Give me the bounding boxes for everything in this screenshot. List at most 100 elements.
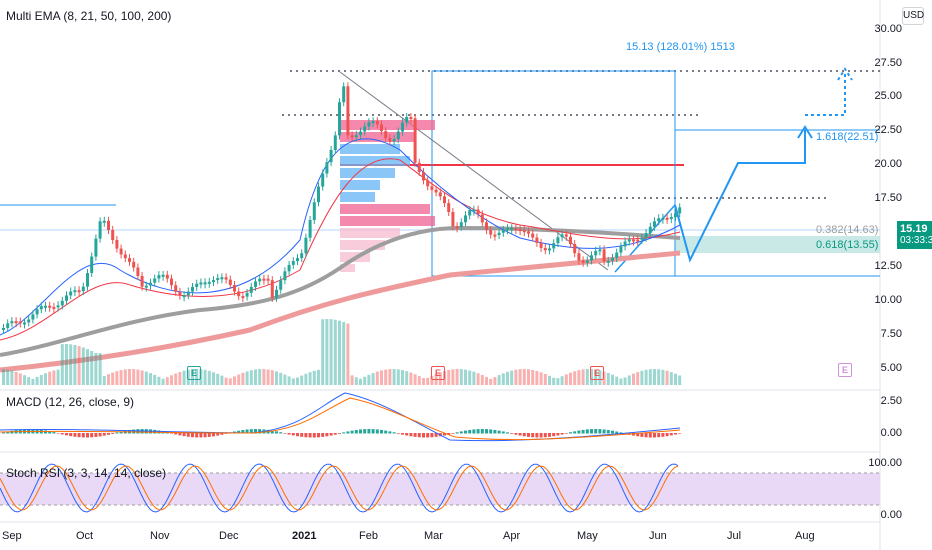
volume-bar	[413, 374, 417, 385]
candle	[556, 237, 560, 244]
earnings-icon[interactable]: E	[187, 366, 201, 380]
price-tick: 22.50	[874, 124, 902, 136]
macd-histogram-bar	[585, 429, 589, 434]
candle	[497, 232, 501, 236]
macd-histogram-bar	[468, 429, 472, 434]
candle	[279, 280, 283, 290]
currency-button[interactable]: USD	[902, 7, 924, 25]
volume-bar	[644, 369, 648, 385]
volume-bar	[422, 378, 425, 385]
macd-histogram-bar	[291, 433, 295, 436]
volume-bar	[480, 375, 484, 385]
macd-histogram-bar	[569, 432, 572, 434]
candle	[522, 230, 526, 233]
candle	[464, 215, 467, 223]
macd-histogram-bar	[300, 433, 304, 437]
volume-bar	[472, 371, 476, 385]
macd-histogram-bar	[455, 432, 459, 434]
earnings-icon[interactable]: E	[838, 363, 852, 377]
volume-bar	[317, 369, 320, 385]
macd-histogram-bar	[86, 433, 89, 438]
ema-indicator-label[interactable]: Multi EMA (8, 21, 50, 100, 200)	[6, 9, 172, 23]
volume-bar	[493, 377, 497, 385]
volume-bar	[254, 369, 257, 385]
macd-histogram-bar	[199, 433, 203, 438]
candle	[149, 282, 152, 286]
volume-bar	[325, 319, 329, 385]
volume-bar	[48, 371, 52, 385]
macd-histogram-bar	[598, 429, 602, 434]
macd-histogram-bar	[447, 433, 451, 435]
candle	[346, 86, 350, 136]
candle	[123, 254, 127, 259]
macd-histogram-bar	[2, 432, 5, 434]
volume-bars	[2, 319, 682, 385]
macd-histogram-bar	[451, 433, 455, 434]
volume-bar	[661, 369, 665, 385]
candle	[31, 314, 35, 320]
candle	[270, 280, 274, 298]
stoch-tick: 0.00	[880, 509, 902, 521]
candle	[182, 295, 186, 298]
volume-bar	[522, 369, 526, 385]
candle	[312, 202, 316, 221]
earnings-icon[interactable]: E	[431, 366, 445, 380]
volume-bar	[384, 369, 388, 385]
macd-histogram-bar	[354, 429, 358, 434]
macd-indicator-label[interactable]: MACD (12, 26, close, 9)	[6, 395, 135, 409]
candle	[233, 285, 236, 292]
candle	[472, 209, 476, 212]
volume-bar	[224, 377, 228, 385]
macd-histogram-bar	[249, 429, 253, 434]
macd-histogram-bar	[254, 429, 257, 434]
macd-histogram-bar	[594, 429, 598, 434]
volume-bar	[359, 378, 362, 385]
candle	[308, 220, 312, 238]
volume-bar	[615, 376, 619, 385]
macd-histogram-bar	[350, 430, 354, 434]
macd-histogram-bar	[191, 433, 194, 438]
candle	[653, 221, 656, 227]
macd-histogram-bar	[581, 429, 585, 434]
volume-bar	[56, 369, 60, 385]
candle	[569, 236, 572, 245]
macd-histogram-bar	[459, 431, 463, 434]
macd-histogram-bar	[422, 433, 425, 438]
volume-bar	[86, 349, 89, 385]
candle	[615, 252, 619, 258]
volume-bar	[564, 374, 568, 385]
macd-tick: 0.00	[880, 427, 902, 439]
candle	[94, 238, 98, 257]
price-tick: 17.50	[874, 192, 902, 204]
stoch-indicator-label[interactable]: Stoch RSI (3, 3, 14, 14, close)	[6, 466, 167, 480]
macd-histogram-bar	[90, 433, 94, 438]
macd-histogram-bar	[380, 429, 383, 434]
volume-bar	[191, 369, 194, 385]
candle	[325, 162, 329, 174]
volume-bar	[552, 377, 556, 385]
macd-histogram-bar	[44, 430, 47, 434]
candle	[585, 260, 589, 263]
candle	[249, 286, 253, 293]
volume-bar	[98, 353, 102, 385]
candle	[23, 322, 26, 325]
ema-21-line	[0, 158, 681, 341]
macd-histogram-bar	[644, 433, 648, 438]
macd-histogram-bar	[317, 433, 320, 438]
candle	[594, 250, 598, 256]
macd-histogram-bar	[287, 433, 291, 435]
earnings-icon[interactable]: E	[590, 366, 604, 380]
volume-bar	[321, 319, 325, 385]
macd-histogram-bar	[678, 433, 682, 434]
macd-histogram-bar	[636, 433, 640, 437]
candle	[291, 261, 295, 265]
volume-bar	[296, 377, 299, 385]
volume-bar	[212, 372, 215, 385]
volume-bar	[396, 369, 400, 385]
candle	[674, 213, 677, 218]
macd-histogram-bar	[207, 433, 211, 437]
macd-histogram-bar	[174, 433, 178, 435]
macd-histogram-bar	[283, 433, 287, 434]
volume-bar	[657, 369, 661, 385]
